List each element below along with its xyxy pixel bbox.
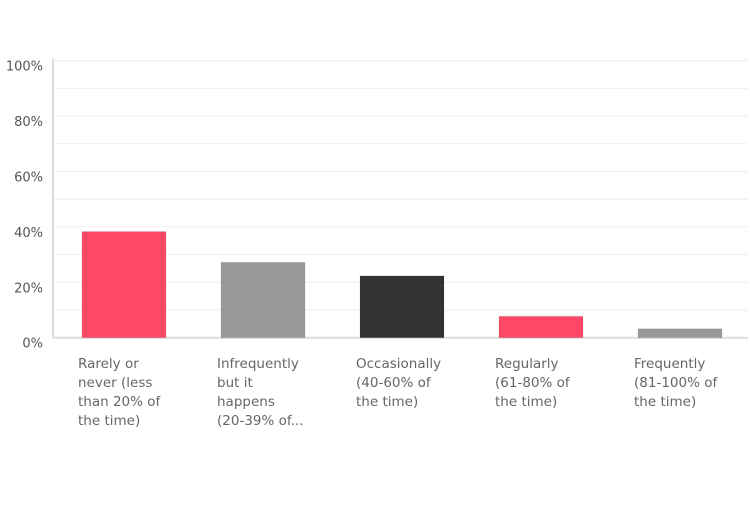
x-tick-label-line: Frequently [634, 356, 706, 372]
x-tick-label: Frequently (81-100% of the time) [634, 355, 744, 412]
y-tick-label: 60% [14, 171, 43, 186]
x-tick-label: Rarely or never (less than 20% of the time) [78, 355, 188, 431]
x-tick-label: Infrequently but it happens (20-39% of... [217, 355, 327, 431]
x-tick-label-line: than 20% of [78, 394, 161, 410]
bar [637, 328, 723, 339]
x-tick-label-line: happens [217, 394, 275, 410]
y-tick-label: 100% [6, 60, 43, 75]
y-tick-label: 0% [22, 337, 43, 352]
x-tick-label-line: (81-100% of [634, 375, 718, 391]
x-tick-label: Regularly (61-80% of the time) [495, 355, 605, 412]
x-tick-label-line: Occasionally [356, 356, 442, 372]
y-tick-label: 40% [14, 226, 43, 241]
x-tick-label-line: (40-60% of [356, 375, 431, 391]
x-tick-label: Occasionally (40-60% of the time) [356, 355, 466, 412]
x-tick-label-line: never (less [78, 375, 153, 391]
x-tick-label-line: (61-80% of [495, 375, 570, 391]
x-tick-label-line: (20-39% of... [217, 413, 304, 429]
x-tick-label-line: Infrequently [217, 356, 299, 372]
bar [220, 261, 306, 339]
x-tick-label-line: the time) [634, 394, 697, 410]
bar [498, 315, 584, 339]
x-tick-label-line: the time) [495, 394, 558, 410]
x-tick-label-line: Regularly [495, 356, 559, 372]
y-tick-label: 20% [14, 281, 43, 296]
x-tick-label-line: Rarely or [78, 356, 139, 372]
bar [81, 231, 167, 339]
bar [359, 275, 445, 339]
x-tick-label-line: the time) [356, 394, 419, 410]
y-tick-label: 80% [14, 115, 43, 130]
x-tick-label-line: the time) [78, 413, 141, 429]
x-tick-label-line: but it [217, 375, 253, 391]
